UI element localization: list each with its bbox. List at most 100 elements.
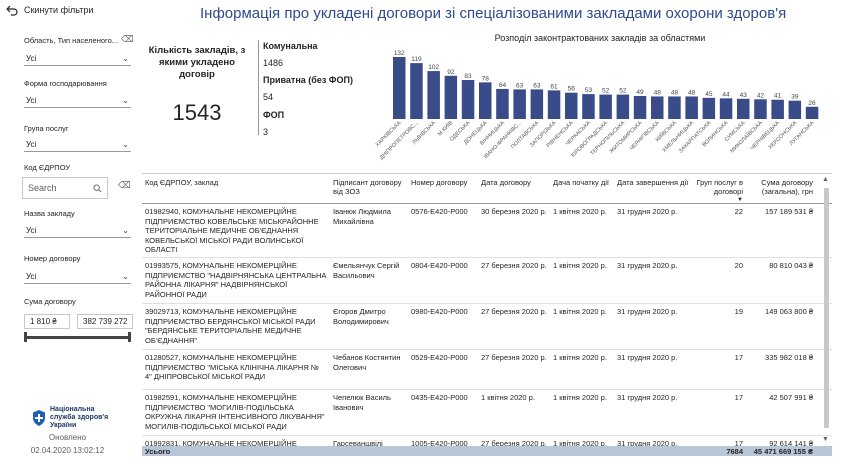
bar-value-label: 52 (602, 88, 610, 95)
sum-filter-label: Сума договору (24, 297, 76, 306)
region-filter-select[interactable]: Усі ⌄ (24, 51, 131, 66)
kpi-main-label: Кількість закладів, з якими укладено дог… (148, 45, 246, 80)
contracts-table: Код ЄДРПОУ, заклад Підписант договору ві… (142, 173, 832, 456)
cell-sum: 42 507 991 ₴ (769, 393, 813, 402)
sum-max-value: 382 739 272 (83, 317, 128, 326)
table-row[interactable]: 39029713, КОМУНАЛЬНЕ НЕКОМЕРЦІЙНЕ ПІДПРИ… (142, 304, 832, 350)
kpi-divider (258, 40, 259, 135)
bar-10[interactable] (565, 92, 578, 119)
column-header-sum[interactable]: Сума договору (загальна), грн (761, 178, 813, 196)
sort-desc-icon: ▼ (737, 197, 743, 203)
bar-14[interactable] (633, 95, 647, 119)
bar-18[interactable] (702, 97, 716, 119)
scrollbar-thumb[interactable] (824, 188, 829, 428)
code-filter-label: Код ЄДРПОУ (24, 163, 71, 172)
search-icon (93, 183, 102, 192)
sum-slider-track[interactable] (26, 336, 129, 339)
ownership-filter-select[interactable]: Усі ⌄ (24, 93, 131, 108)
table-scrollbar[interactable]: ▲ ▼ (822, 176, 830, 446)
bar-19[interactable] (719, 98, 733, 119)
chevron-down-icon: ⌄ (122, 53, 129, 63)
bar-value-label: 132 (394, 50, 405, 57)
bar-9[interactable] (547, 90, 561, 119)
cell-service-groups: 20 (734, 261, 743, 270)
sum-min-input[interactable]: 1 810 ₴ (24, 314, 70, 329)
cell-sum: 92 614 141 ₴ (769, 439, 813, 448)
page-title: Інформація про укладені договори зі спец… (200, 5, 787, 22)
cell-contract-number: 0435-E420-P000 (411, 393, 468, 402)
table-row[interactable]: 01982591, КОМУНАЛЬНЕ НЕКОМЕРЦІЙНЕ ПІДПРИ… (142, 390, 832, 436)
scroll-up-icon[interactable]: ▲ (822, 176, 829, 183)
column-header-start-date[interactable]: Дача початку дії (553, 178, 609, 187)
bar-12[interactable] (599, 94, 612, 119)
code-search-input[interactable]: Search (22, 177, 108, 199)
bar-value-label: 44 (722, 91, 730, 98)
bar-15[interactable] (651, 96, 664, 119)
reset-filters-button[interactable]: Скинути фільтри (6, 4, 93, 16)
bar-4[interactable] (461, 80, 475, 119)
bar-0[interactable] (393, 57, 406, 119)
cell-start-date: 1 квітня 2020 р. (553, 207, 607, 216)
cell-facility: 01280527, КОМУНАЛЬНЕ НЕКОМЕРЦІЙНЕ ПІДПРИ… (145, 353, 319, 381)
bar-22[interactable] (771, 99, 784, 119)
service-group-filter-select[interactable]: Усі ⌄ (24, 137, 131, 152)
column-header-signer[interactable]: Підписант договору від ЗОЗ (333, 178, 402, 196)
back-arrow-icon (6, 5, 18, 16)
bar-11[interactable] (582, 94, 595, 119)
cell-end-date: 31 грудня 2020 р. (617, 307, 678, 316)
cell-start-date: 1 квітня 2020 р. (553, 353, 607, 362)
bar-value-label: 39 (791, 94, 799, 101)
bar-value-label: 61 (550, 83, 558, 90)
bar-8[interactable] (530, 89, 544, 119)
sum-max-input[interactable]: 382 739 272 (77, 314, 133, 329)
bar-1[interactable] (410, 63, 423, 119)
cell-sum: 335 982 018 ₴ (765, 353, 813, 362)
bar-21[interactable] (754, 99, 767, 119)
cell-contract-number: 1005-E420-P000 (411, 439, 468, 448)
bar-value-label: 63 (516, 82, 524, 89)
cell-contract-number: 0980-E420-P000 (411, 307, 468, 316)
bar-17[interactable] (685, 96, 698, 119)
table-header-row: Код ЄДРПОУ, заклад Підписант договору ві… (142, 174, 832, 204)
bar-value-label: 64 (499, 82, 507, 89)
column-header-end-date[interactable]: Дата завершення дії (617, 178, 689, 187)
table-row[interactable]: 01993575, КОМУНАЛЬНЕ НЕКОМЕРЦІЙНЕ ПІДПРИ… (142, 258, 832, 304)
bar-20[interactable] (737, 98, 750, 119)
eraser-icon[interactable]: ⌫ (118, 180, 131, 190)
bar-16[interactable] (668, 96, 681, 119)
table-row[interactable]: 01982940, КОМУНАЛЬНЕ НЕКОМЕРЦІЙНЕ ПІДПРИ… (142, 204, 832, 258)
column-header-contract-number[interactable]: Номер договору (411, 178, 468, 187)
table-row[interactable]: 01280527, КОМУНАЛЬНЕ НЕКОМЕРЦІЙНЕ ПІДПРИ… (142, 350, 832, 390)
regions-bar-chart: 132ХАРКІВСЬКА119ДНІПРОПЕТРОВС...102ЛЬВІВ… (375, 50, 819, 161)
eraser-icon[interactable]: ⌫ (121, 34, 134, 44)
cell-start-date: 1 квітня 2020 р. (553, 261, 607, 270)
cell-signer: Ємельянчук Сергій Васильович (333, 261, 400, 280)
bar-2[interactable] (427, 71, 440, 119)
cell-facility: 39029713, КОМУНАЛЬНЕ НЕКОМЕРЦІЙНЕ ПІДПРИ… (145, 307, 316, 345)
sum-slider-max-handle[interactable] (128, 332, 131, 342)
bar-24[interactable] (805, 106, 819, 119)
contract-number-filter-select[interactable]: Усі ⌄ (24, 269, 131, 284)
column-header-code[interactable]: Код ЄДРПОУ, заклад (145, 178, 219, 187)
scroll-down-icon[interactable]: ▼ (822, 436, 829, 443)
table-row[interactable]: 01992831, КОМУНАЛЬНЕ НЕКОМЕРЦІЙНЕ Гарсева… (142, 436, 832, 456)
bar-6[interactable] (496, 88, 509, 119)
kpi-main-value: 1543 (172, 100, 222, 125)
column-header-contract-date[interactable]: Дата договору (481, 178, 531, 187)
bar-23[interactable] (788, 100, 802, 119)
facility-filter-value: Усі (26, 225, 37, 235)
cell-end-date: 31 грудня 2020 р. (617, 393, 678, 402)
column-header-service-groups[interactable]: Груп послуг в договорі ▼ (692, 174, 746, 203)
bar-7[interactable] (513, 89, 526, 119)
bar-value-label: 43 (740, 92, 748, 99)
bar-5[interactable] (479, 82, 492, 119)
cell-start-date: 1 квітня 2020 р. (553, 393, 607, 402)
bar-13[interactable] (616, 94, 630, 119)
region-filter-label: Область, Тип населеного... (24, 36, 119, 45)
bar-3[interactable] (444, 75, 458, 119)
sum-slider-min-handle[interactable] (24, 332, 27, 342)
facility-filter-select[interactable]: Усі ⌄ (24, 223, 131, 238)
cell-start-date: 1 квітня 2020 р. (553, 307, 607, 316)
cell-sum: 157 189 531 ₴ (765, 207, 813, 216)
bar-value-label: 119 (411, 56, 422, 63)
